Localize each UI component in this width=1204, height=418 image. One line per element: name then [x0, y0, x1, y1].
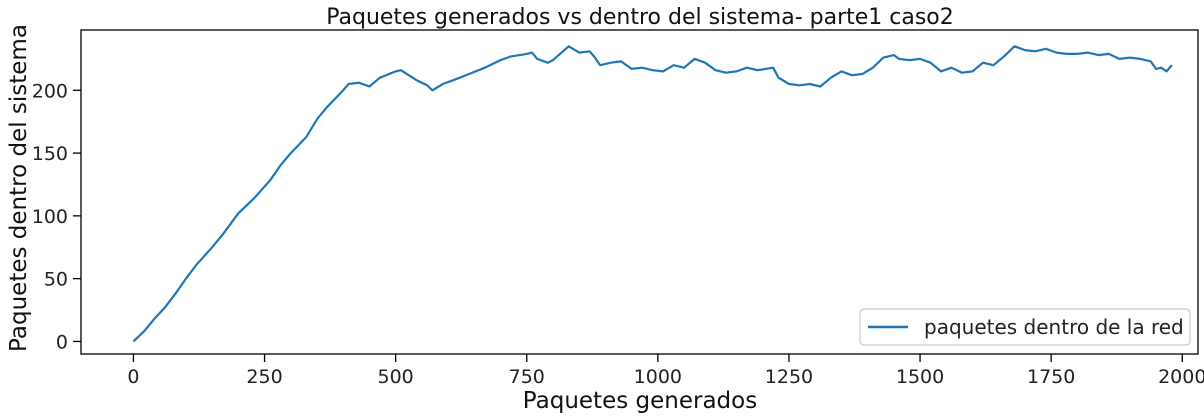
x-tick-label: 2000 — [1158, 366, 1204, 388]
x-tick-label: 1750 — [1027, 366, 1075, 388]
x-tick-label: 500 — [378, 366, 414, 388]
x-tick-label: 750 — [509, 366, 545, 388]
y-tick-label: 150 — [32, 143, 68, 165]
chart-title: Paquetes generados vs dentro del sistema… — [326, 5, 954, 30]
plot-area — [80, 29, 1199, 355]
x-tick-label: 250 — [246, 366, 282, 388]
plot-frame — [80, 29, 1199, 355]
y-tick-label: 0 — [56, 331, 68, 353]
x-axis-label: Paquetes generados — [523, 388, 757, 414]
y-tick-label: 200 — [32, 80, 68, 102]
series-line — [132, 45, 1173, 343]
y-tick-label: 100 — [32, 206, 68, 228]
x-tick-label: 1000 — [634, 366, 682, 388]
legend-box — [859, 308, 1191, 346]
legend-entry-label: paquetes dentro de la red — [924, 315, 1184, 339]
x-tick-label: 0 — [127, 366, 139, 388]
legend: paquetes dentro de la red — [859, 308, 1191, 346]
x-tick-label: 1250 — [765, 366, 813, 388]
axis-ticks: 0 250 500 750 1000 1250 1500 1750 2000 0 50 100 150 2… — [32, 80, 1204, 388]
x-tick-label: 1500 — [896, 366, 944, 388]
y-tick-label: 50 — [44, 269, 68, 291]
y-axis-label: Paquetes dentro del sistema — [6, 24, 32, 352]
